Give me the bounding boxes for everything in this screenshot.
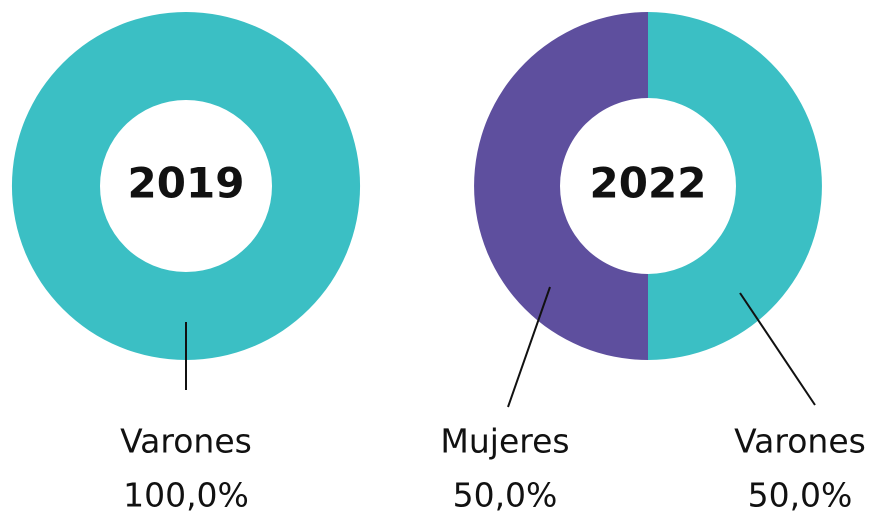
- leader-line: [739, 292, 816, 406]
- donut-slice: [474, 12, 648, 360]
- donut-slice: [11, 11, 361, 360]
- value-label: 100,0%: [123, 476, 249, 515]
- slice-label: Varones: [120, 422, 252, 461]
- slice-label: Mujeres: [440, 422, 569, 461]
- value-label: 50,0%: [748, 476, 853, 515]
- slice-label: Varones: [734, 422, 866, 461]
- donut-slice: [648, 12, 822, 360]
- value-label: 50,0%: [453, 476, 558, 515]
- center-title: 2022: [590, 159, 707, 208]
- leader-line: [507, 286, 551, 408]
- center-title: 2019: [128, 159, 245, 208]
